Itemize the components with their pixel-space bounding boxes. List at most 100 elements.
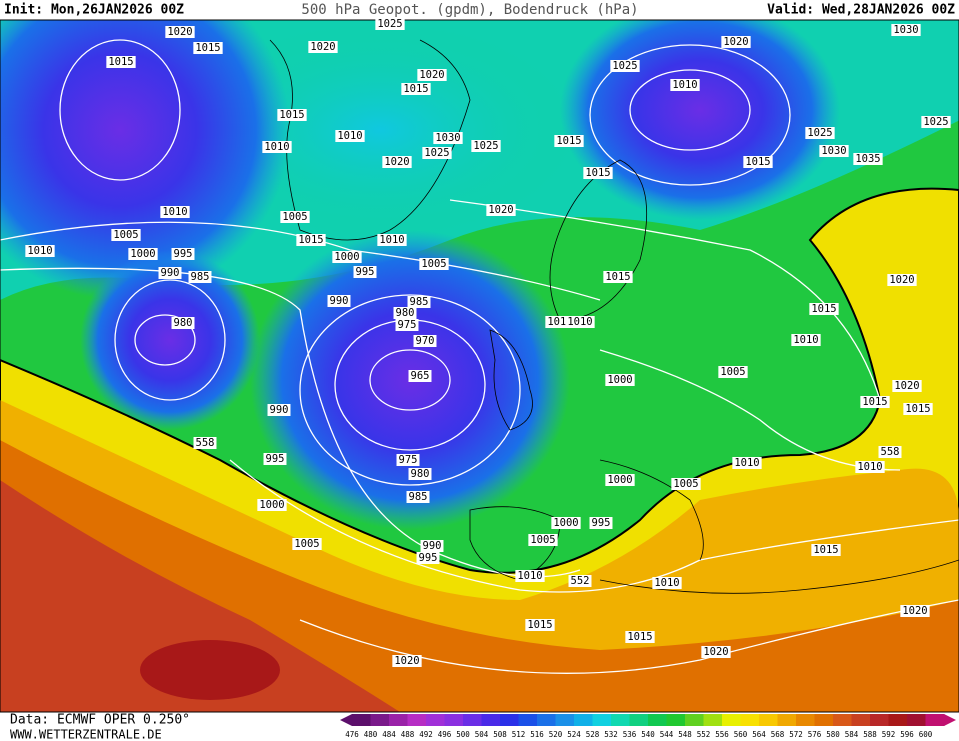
- isobar-label: 980: [174, 317, 193, 329]
- colorbar-box: [796, 714, 815, 726]
- isobar-label: 1000: [259, 499, 284, 511]
- isobar-label-box: [471, 140, 501, 152]
- isobar-label-box: [401, 83, 431, 95]
- coastlines: [269, 39, 959, 594]
- isobar-label-box: [296, 234, 326, 246]
- isobar-label-box: [128, 248, 158, 260]
- isobar-label: 990: [161, 267, 180, 279]
- isobar-label-box: [257, 499, 287, 511]
- isobar-label-box: [583, 167, 613, 179]
- isobar-label: 558: [196, 437, 215, 449]
- isobar-label-box: [554, 135, 584, 147]
- colorbar-box: [389, 714, 408, 726]
- isobar-label-box: [263, 453, 287, 465]
- isobar-label-box: [568, 575, 592, 587]
- colorbar-box: [648, 714, 667, 726]
- isobar-label: 1005: [294, 538, 319, 550]
- isobar-label: 1020: [419, 69, 444, 81]
- isobar-label: 1020: [703, 646, 728, 658]
- isobar-label-box: [408, 468, 432, 480]
- isobar-label: 1020: [384, 156, 409, 168]
- isobar-label: 1010: [517, 570, 542, 582]
- colorbar-box: [537, 714, 556, 726]
- isobar-label-box: [335, 130, 365, 142]
- isobar-label-box: [860, 396, 890, 408]
- isobar-label: 1010: [654, 577, 679, 589]
- colorbar-box: [555, 714, 575, 726]
- valid-time: Valid: Wed,28JAN2026 00Z: [767, 3, 955, 18]
- colorbar-label: 536: [623, 730, 637, 739]
- colorbar-label: 560: [734, 730, 748, 739]
- isobar-label-box: [732, 457, 762, 469]
- isobar-label-box: [892, 380, 922, 392]
- isobar-label-box: [891, 24, 921, 36]
- colorbar-label: 508: [493, 730, 507, 739]
- colorbar-box: [444, 714, 464, 726]
- isobar-label: 558: [881, 446, 900, 458]
- isobar-label: 995: [419, 552, 438, 564]
- isobar-label: 1000: [334, 251, 359, 263]
- isobar-label-box: [382, 156, 412, 168]
- isobar-label: 1015: [279, 109, 304, 121]
- isobar-label: 1010: [264, 141, 289, 153]
- colorbar-box: [814, 714, 834, 726]
- isobar-label-box: [353, 266, 377, 278]
- isobar-label-box: [878, 446, 902, 458]
- isobar-label-box: [791, 334, 821, 346]
- isobar-label-box: [551, 517, 581, 529]
- isobar-label: 1005: [720, 366, 745, 378]
- isobar-label-box: [422, 147, 452, 159]
- isobar-label-box: [603, 271, 633, 283]
- isobar-label-box: [277, 109, 307, 121]
- isobar-label-box: [111, 229, 141, 241]
- isobar-label: 1035: [855, 153, 880, 165]
- isobar-label: 1015: [403, 83, 428, 95]
- isobar-label-box: [525, 619, 555, 631]
- colorbar-label: 528: [586, 730, 600, 739]
- isobar-label: 1010: [379, 234, 404, 246]
- isobar-label: 1020: [488, 204, 513, 216]
- isobar-label-box: [670, 79, 700, 91]
- isobar-label: 1015: [108, 56, 133, 68]
- isobar-label-box: [406, 491, 430, 503]
- isobar-label-box: [292, 538, 322, 550]
- isobar-label-box: [652, 577, 682, 589]
- isobar-label: 1015: [627, 631, 652, 643]
- isobar-label: 985: [409, 491, 428, 503]
- isobar-label-box: [377, 234, 407, 246]
- isobar-label: 995: [174, 248, 193, 260]
- isobar-label: 1020: [167, 26, 192, 38]
- isobar-label: 1015: [813, 544, 838, 556]
- isobar-label: 1010: [672, 79, 697, 91]
- isobar-label: 1015: [527, 619, 552, 631]
- isobar-label-box: [165, 26, 195, 38]
- colorbar-box: [426, 714, 445, 726]
- isobar-label: 1015: [195, 42, 220, 54]
- isobar-label-box: [160, 206, 190, 218]
- isobar-label-box: [819, 145, 849, 157]
- isobar-label-box: [420, 540, 444, 552]
- isobar-label: 980: [411, 468, 430, 480]
- isobar-label-box: [408, 370, 432, 382]
- isobar-label: 1015: [745, 156, 770, 168]
- isobar-label-box: [855, 461, 885, 473]
- map-title: 500 hPa Geopot. (gpdm), Bodendruck (hPa): [301, 2, 638, 18]
- colorbar-label: 544: [660, 730, 674, 739]
- colorbar-label: 500: [456, 730, 470, 739]
- isobar-label-box: [805, 127, 835, 139]
- isobar-label-box: [565, 316, 595, 328]
- isobar-label: 985: [191, 271, 210, 283]
- isobar-label: 1005: [673, 478, 698, 490]
- isobar-label-box: [671, 478, 701, 490]
- colorbar-box: [463, 714, 482, 726]
- isobar-label: 1015: [905, 403, 930, 415]
- isobar-label-box: [396, 454, 420, 466]
- isobar-label: 1015: [605, 271, 630, 283]
- isobar-label: 965: [411, 370, 430, 382]
- isobar-label: 1020: [894, 380, 919, 392]
- isobar-label-box: [327, 295, 351, 307]
- isobar-label: 1020: [889, 274, 914, 286]
- colorbar-box: [722, 714, 741, 726]
- isobar-labels: 1020101510151025102010201015101510101010…: [25, 18, 951, 667]
